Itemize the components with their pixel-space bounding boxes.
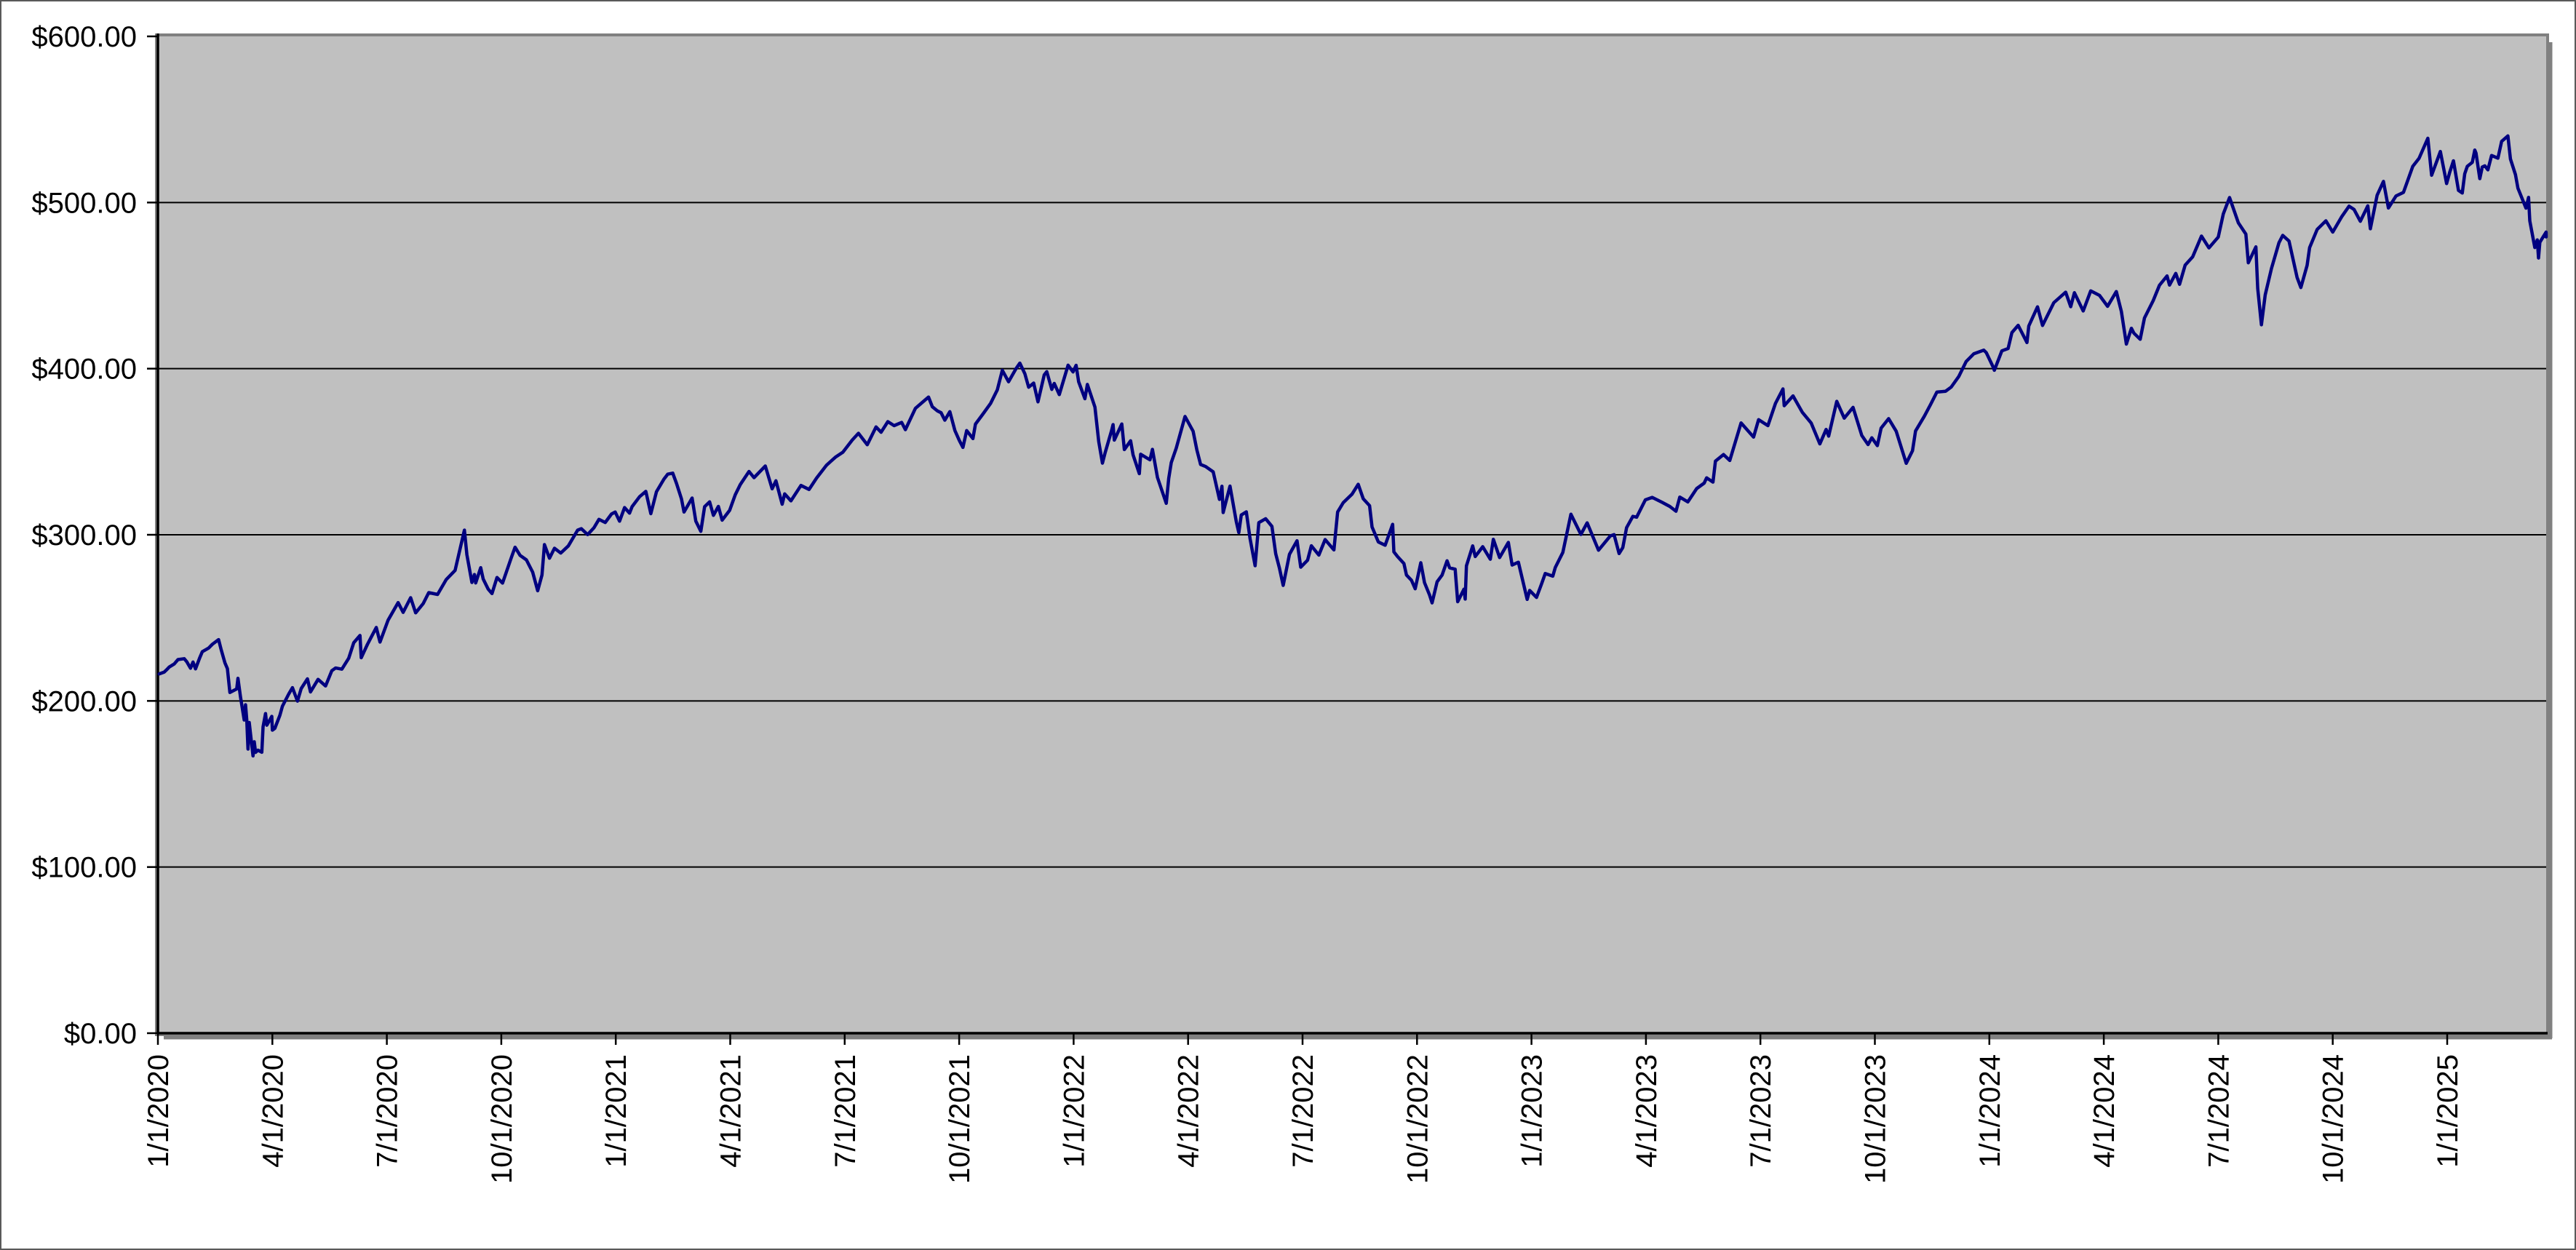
y-axis-label: $500.00 [31,187,137,219]
x-axis-label: 1/1/2021 [600,1054,632,1168]
y-axis-label: $600.00 [31,21,137,53]
x-axis-label: 1/1/2022 [1058,1054,1090,1168]
x-axis-label: 10/1/2024 [2318,1054,2350,1184]
y-axis-label: $400.00 [31,354,137,386]
x-axis-label: 10/1/2022 [1402,1054,1434,1184]
x-axis-label: 4/1/2024 [2088,1054,2120,1168]
x-axis-label: 1/1/2023 [1516,1054,1549,1168]
y-axis-label: $0.00 [64,1018,137,1050]
x-axis-label: 4/1/2022 [1173,1054,1205,1168]
x-axis-label: 7/1/2022 [1287,1054,1319,1168]
x-axis-label: 1/1/2020 [143,1054,175,1168]
x-axis-label: 1/1/2025 [2432,1054,2464,1168]
price-line [157,134,2548,758]
y-axis-label: $300.00 [31,519,137,552]
x-axis-label: 7/1/2023 [1745,1054,1777,1168]
x-axis-label: 7/1/2021 [830,1054,862,1168]
x-axis-label: 1/1/2024 [1974,1054,2006,1168]
x-axis-label: 4/1/2021 [715,1054,747,1168]
x-axis-label: 10/1/2020 [486,1054,518,1184]
x-axis-label: 4/1/2020 [257,1054,289,1168]
x-axis-label: 10/1/2021 [944,1054,976,1184]
y-axis-label: $100.00 [31,852,137,884]
x-axis-label: 10/1/2023 [1859,1054,1891,1184]
x-axis-label: 7/1/2020 [372,1054,404,1168]
x-axis-label: 7/1/2024 [2203,1054,2235,1168]
y-axis-label: $200.00 [31,685,137,717]
x-axis-label: 4/1/2023 [1631,1054,1663,1168]
